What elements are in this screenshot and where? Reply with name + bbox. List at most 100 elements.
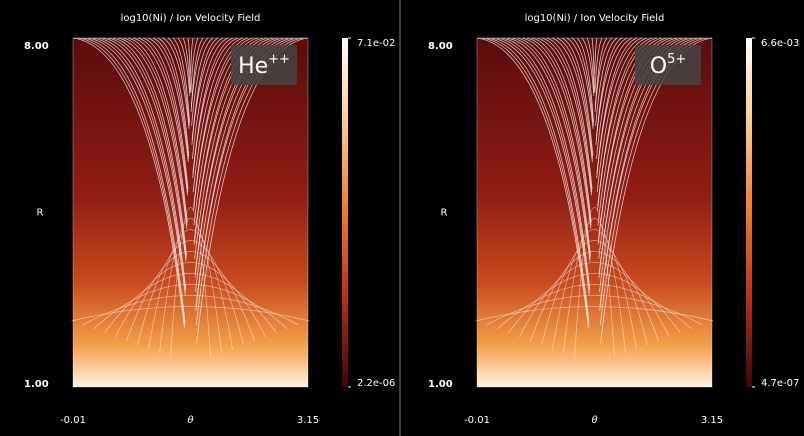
streamline [72,37,185,329]
plot-frame [72,37,309,388]
annotation-text: He [238,54,268,79]
streamlines [475,37,714,358]
streamline [491,37,590,295]
streamline [526,37,592,226]
y-tick-label: 1.00 [24,379,49,390]
streamline [576,37,595,123]
annotation-box [231,45,297,85]
streamline [597,37,663,226]
streamline [476,37,589,329]
streamline [546,37,593,190]
streamline [152,37,189,160]
streamline [87,37,186,295]
streamline [162,37,190,129]
streamline [596,37,648,193]
streamline [581,37,595,96]
streamline [172,37,191,123]
streamline [595,37,628,140]
streamline [170,207,211,358]
streamline [137,240,244,346]
streamline [127,37,188,223]
streamline [192,37,239,174]
streamline [556,37,593,160]
streamline [157,37,190,156]
streamline [506,37,591,262]
annotation-sup: 5+ [667,52,686,67]
streamline [599,37,693,292]
annotation-sup: ++ [268,52,290,67]
streamline [541,37,593,193]
streamline [187,37,191,90]
streamline [566,37,594,129]
streamline [190,37,209,107]
x-tick-label: 3.15 [701,415,723,426]
streamline [192,37,244,193]
streamline [521,37,592,229]
streamline [561,37,594,156]
annotation-box [635,45,701,85]
streamline [496,37,590,292]
streamline [551,37,593,163]
streamline [531,37,592,223]
annotation: He++ [238,52,290,80]
streamline [82,37,186,322]
streamline [191,37,224,140]
streamline [177,37,191,96]
streamline [574,207,615,358]
streamline [147,37,189,163]
colorbar-tick-label: 4.7e-07 [761,378,799,389]
colorbar [342,38,348,387]
streamline [71,306,310,322]
annotation: O5+ [650,52,687,80]
streamline [541,240,648,346]
colorbar-tick-label: 2.2e-06 [357,378,395,389]
streamline [595,37,618,126]
streamline [594,37,613,107]
streamline [193,37,254,207]
streamline [97,37,187,289]
streamline [191,37,214,126]
chart-title: log10(Ni) / Ion Velocity Field [525,13,665,24]
x-tick-label: -0.01 [464,415,490,426]
streamline [596,37,643,174]
streamline [112,37,187,256]
streamline [591,37,595,90]
x-axis-label: θ [187,415,193,426]
plot-frame [476,37,713,388]
colorbar [746,38,752,387]
streamline [159,218,222,354]
streamline [122,37,188,226]
streamline [194,37,284,273]
streamline [132,37,188,196]
streamline [586,37,595,93]
streamline [511,37,591,259]
streamline [486,295,703,326]
streamline [190,37,194,74]
y-axis-label: R [37,208,44,219]
streamline [536,37,592,196]
streamline [182,37,191,93]
streamline [104,273,277,334]
streamline [107,37,187,259]
streamline [596,37,633,160]
colorbar-tick-label: 6.6e-03 [761,38,799,49]
colorbar-tick-label: 7.1e-02 [357,38,395,49]
x-tick-label: 3.15 [297,415,319,426]
streamline [563,218,626,354]
streamline [92,37,186,292]
streamline [195,37,289,292]
y-tick-label: 8.00 [428,41,453,52]
heatmap-field [73,38,308,387]
streamline [193,37,259,226]
y-axis-label: R [441,208,448,219]
streamline [142,37,189,190]
y-tick-label: 8.00 [24,41,49,52]
streamline [501,37,591,289]
streamline [508,273,681,334]
streamline [194,37,269,240]
streamline [598,37,673,240]
streamline [598,37,678,259]
streamline [167,37,190,126]
streamline [597,37,658,207]
x-tick-label: -0.01 [60,415,86,426]
